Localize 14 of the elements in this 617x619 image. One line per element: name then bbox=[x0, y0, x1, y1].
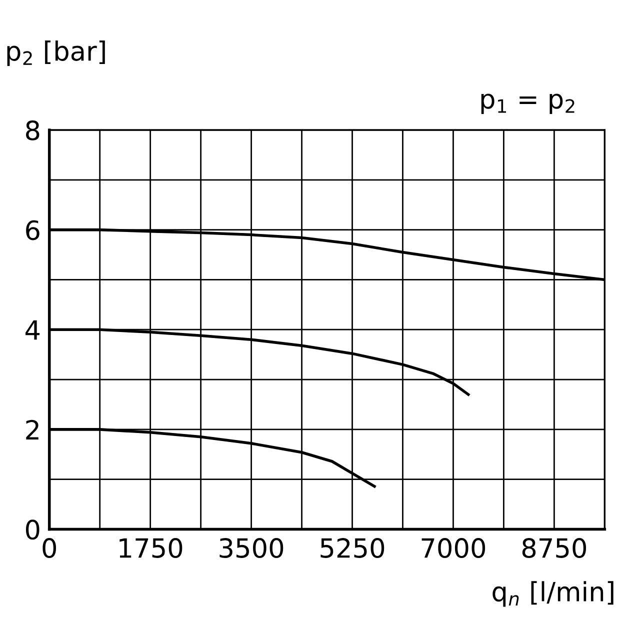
x-tick-label: 1750 bbox=[120, 538, 182, 558]
y-tick-label: 6 bbox=[26, 220, 40, 240]
y-tick-label: 2 bbox=[26, 420, 38, 440]
x-axis-title: q$_{n}$ [l/min] bbox=[492, 581, 614, 607]
x-tick-label: 3500 bbox=[220, 538, 284, 558]
y-tick-label: 8 bbox=[26, 120, 40, 140]
x-tick-label: 8750 bbox=[522, 538, 586, 558]
text: p$_{1}$ = p$_{2}$ bbox=[481, 94, 574, 114]
y-axis-title: p$_{2}$ [bar] bbox=[7, 40, 105, 66]
y-tick-label: 0 bbox=[26, 520, 40, 540]
x-tick-label: 5250 bbox=[320, 538, 384, 558]
y-tick-label: 4 bbox=[26, 320, 40, 340]
x-tick-label: 7000 bbox=[422, 538, 486, 558]
x-tick-label: 0 bbox=[42, 538, 56, 558]
